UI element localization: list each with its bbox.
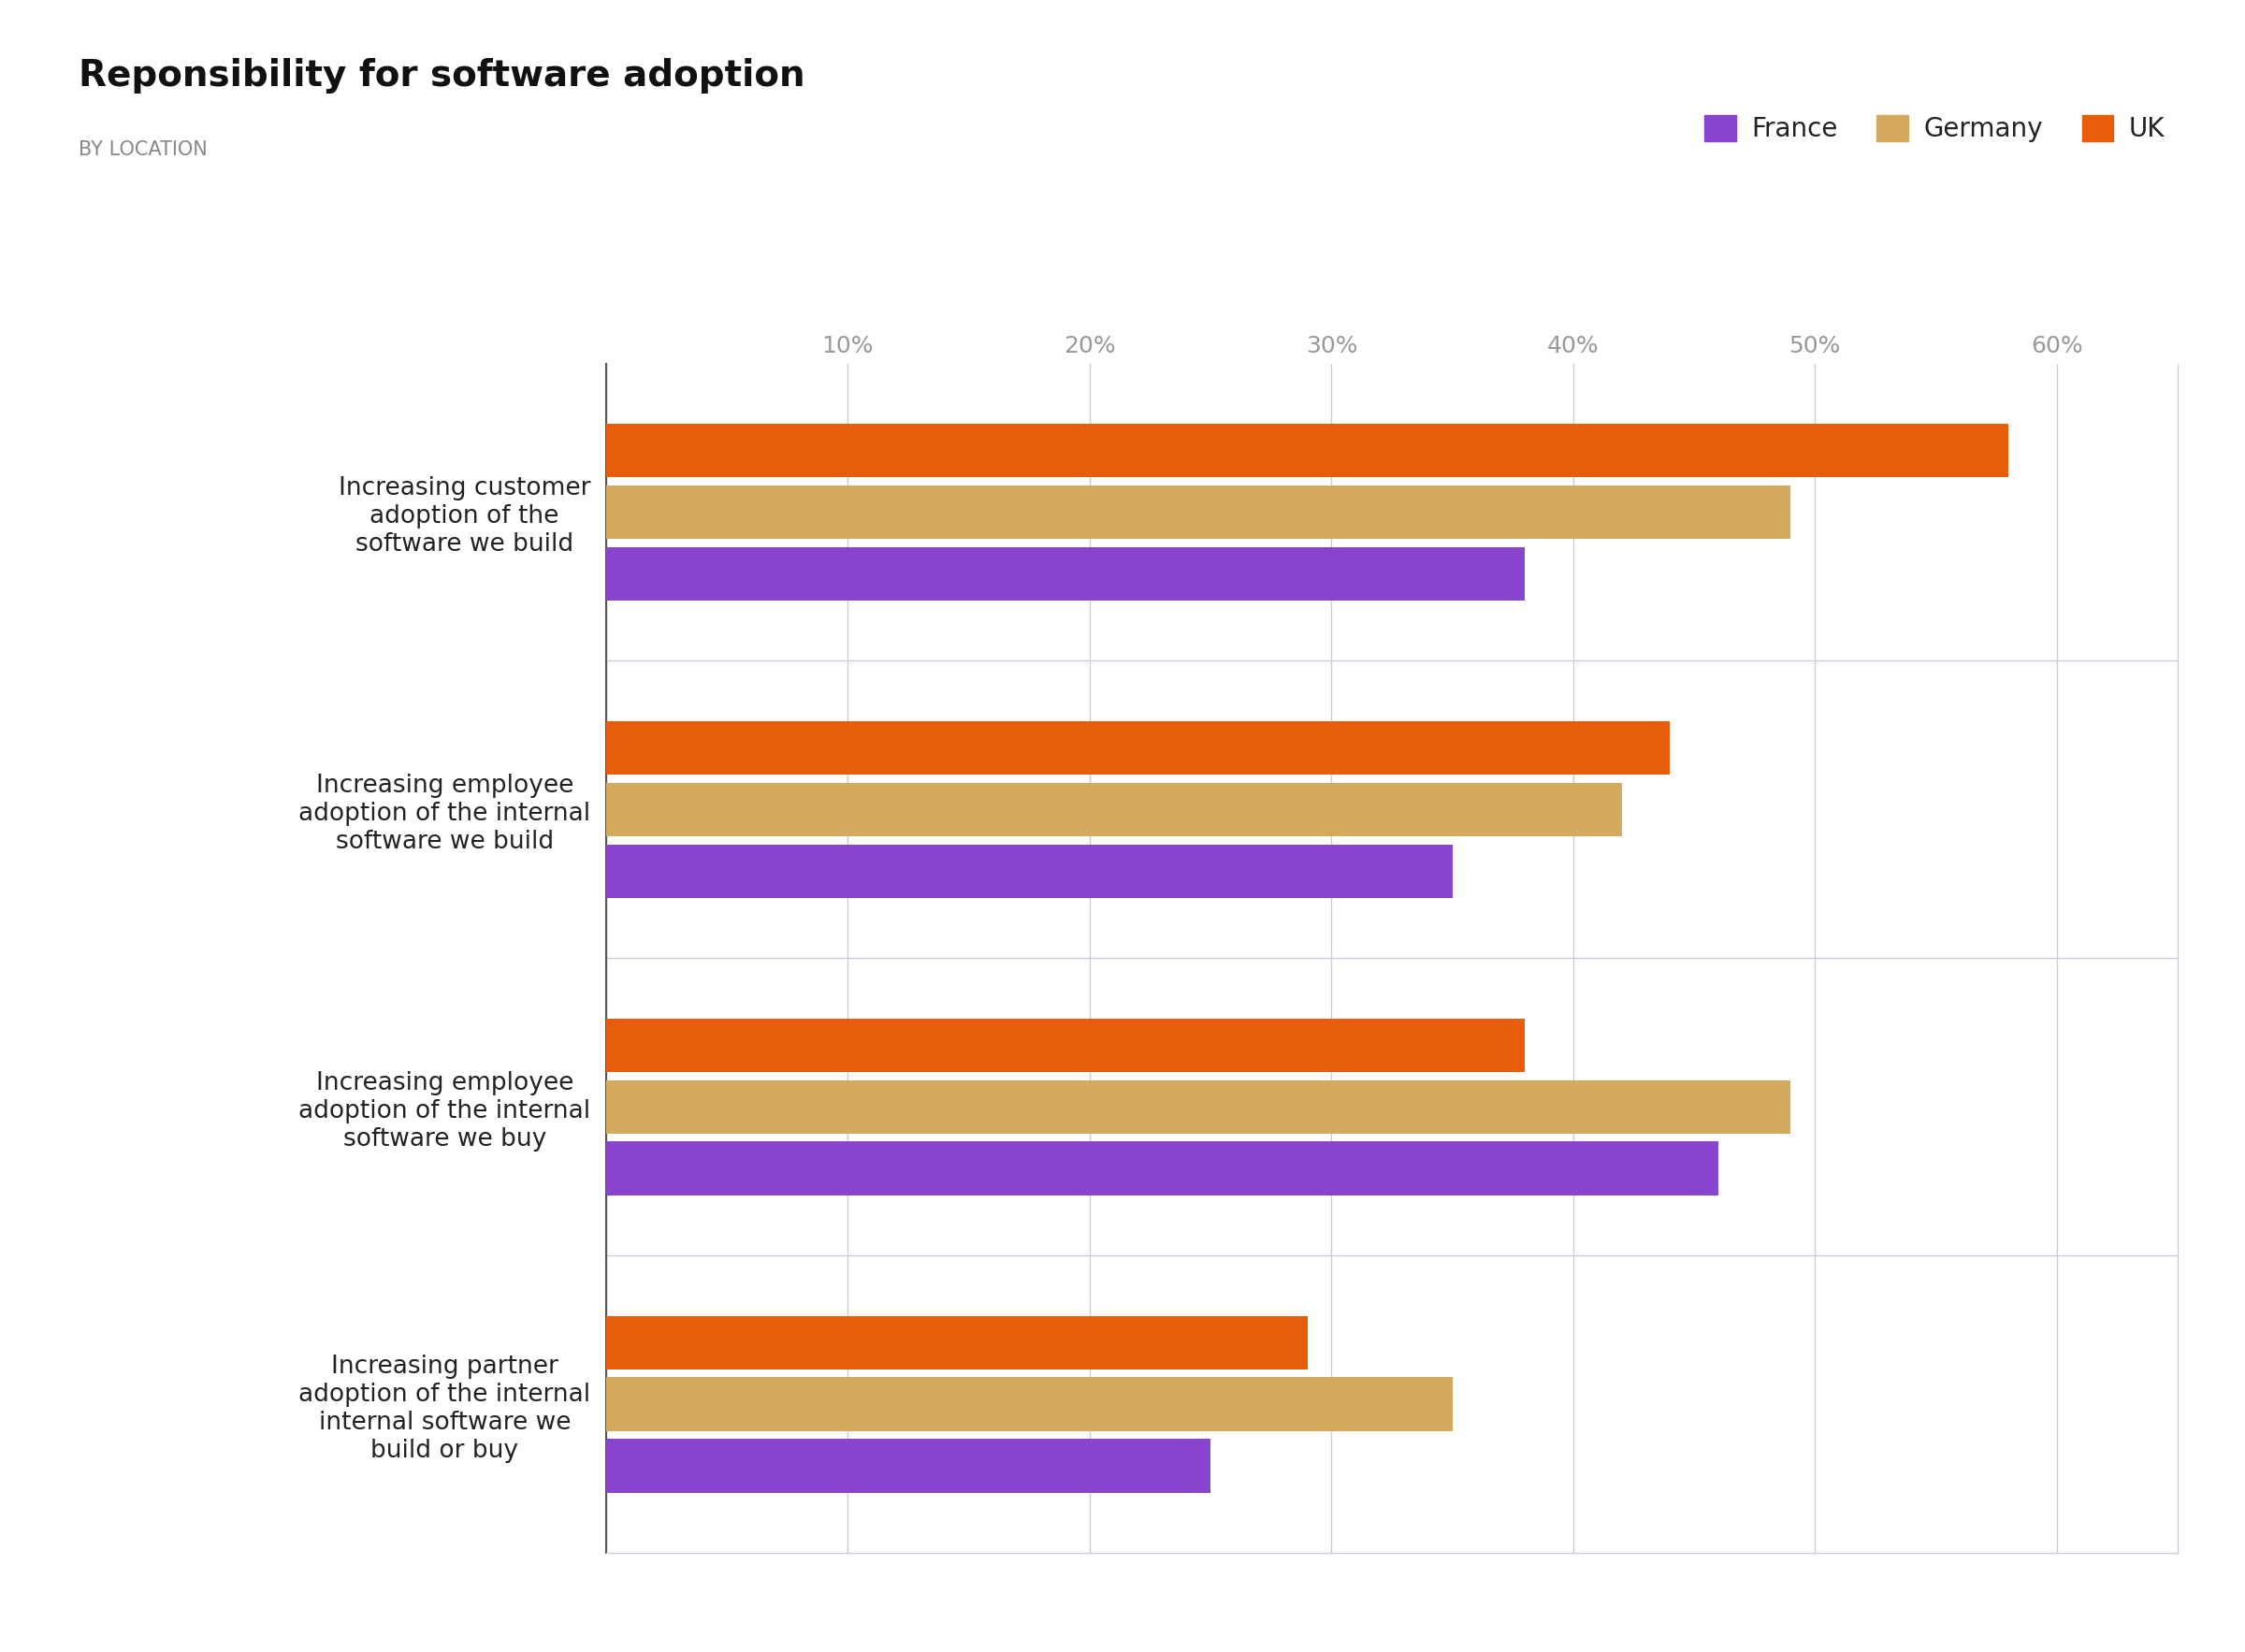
Bar xyxy=(606,844,1453,897)
Text: Reponsibility for software adoption: Reponsibility for software adoption xyxy=(79,58,806,94)
Legend: France, Germany, UK: France, Germany, UK xyxy=(1704,114,2164,142)
Bar xyxy=(606,783,1621,836)
Bar xyxy=(606,1378,1453,1431)
Bar xyxy=(606,1019,1524,1072)
Text: BY LOCATION: BY LOCATION xyxy=(79,140,207,159)
Bar xyxy=(606,722,1670,775)
Bar xyxy=(606,486,1792,539)
Bar xyxy=(606,1142,1717,1194)
Bar xyxy=(606,1080,1792,1133)
Bar xyxy=(606,425,2009,477)
Bar xyxy=(606,1317,1307,1370)
Bar xyxy=(606,547,1524,600)
Bar xyxy=(606,1439,1210,1492)
